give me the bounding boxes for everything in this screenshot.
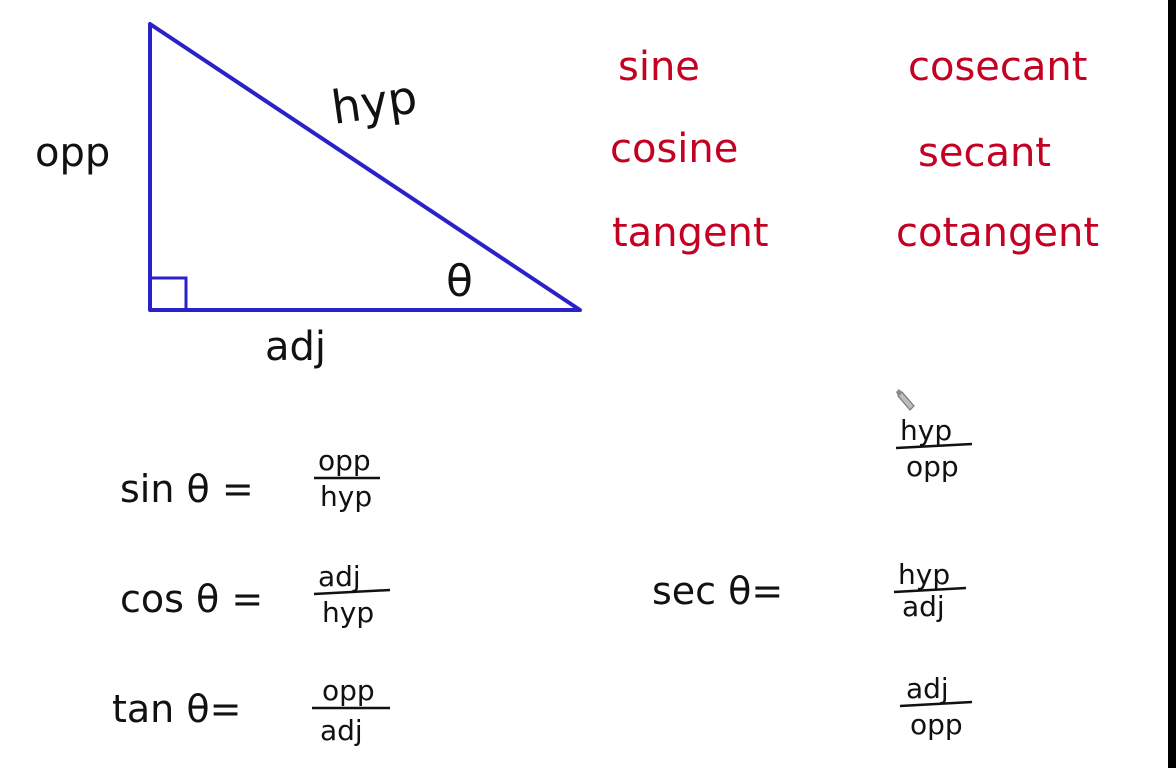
cosine-label: cosine: [610, 126, 738, 172]
secant-label: secant: [918, 130, 1051, 176]
sec-formula-lhs: sec θ=: [652, 569, 783, 613]
cosecant-label: cosecant: [908, 44, 1087, 90]
sin-formula-lhs: sin θ =: [120, 467, 254, 511]
cos-formula-numerator: adj: [318, 560, 361, 593]
reciprocal-fraction-3-numerator: adj: [906, 672, 949, 705]
opp-side-label: opp: [35, 130, 110, 176]
sin-formula-denominator: hyp: [320, 480, 372, 513]
tangent-label: tangent: [612, 210, 769, 256]
reciprocal-fraction-2-numerator: hyp: [898, 558, 950, 591]
tan-formula-numerator: opp: [322, 674, 375, 707]
cos-formula-lhs: cos θ =: [120, 577, 263, 621]
cos-formula-denominator: hyp: [322, 596, 374, 629]
reciprocal-fraction-1-denominator: opp: [906, 450, 959, 483]
reciprocal-fraction-1-numerator: hyp: [900, 414, 952, 447]
tan-formula-lhs: tan θ=: [112, 687, 241, 731]
adj-side-label: adj: [265, 324, 326, 370]
cotangent-label: cotangent: [896, 210, 1099, 256]
sin-formula-numerator: opp: [318, 444, 371, 477]
tan-formula-denominator: adj: [320, 714, 363, 747]
reciprocal-fraction-2-denominator: adj: [902, 590, 945, 623]
theta-angle-label: θ: [446, 256, 473, 307]
reciprocal-fraction-3-denominator: opp: [910, 708, 963, 741]
sine-label: sine: [618, 44, 700, 90]
